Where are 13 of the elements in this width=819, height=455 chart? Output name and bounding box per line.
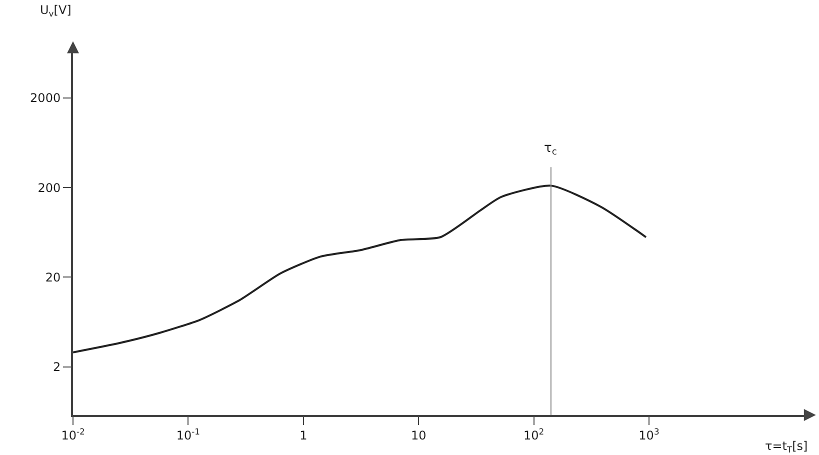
x-tick-label: 10: [410, 428, 426, 442]
x-tick-label: 10$^{3}$: [638, 426, 660, 442]
x-tick-label: 1: [300, 428, 308, 442]
y-tick-label: 200: [38, 180, 61, 195]
y-tick-label: 2000: [30, 91, 61, 106]
y-tick-label: 20: [45, 270, 61, 284]
x-tick-label: 10$^{-2}$: [61, 426, 85, 442]
y-axis-title: U$_{v}$[V]: [40, 3, 72, 19]
x-tick-label: 10$^{-1}$: [176, 426, 200, 442]
x-tick-label: 10$^{2}$: [523, 426, 544, 442]
y-tick-label: 2: [52, 360, 61, 374]
x-axis-title: τ=t$_{T}$[s]: [765, 439, 808, 455]
ref-line-label: τ$_{c}$: [544, 141, 557, 158]
